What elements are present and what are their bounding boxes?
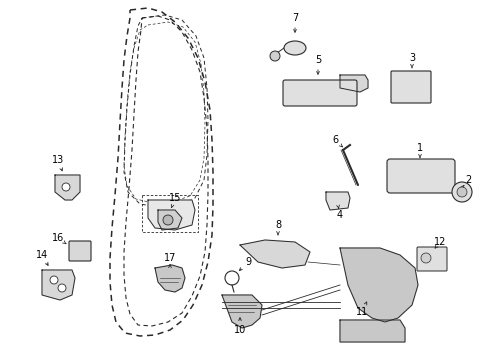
FancyBboxPatch shape [69,241,91,261]
Text: 12: 12 [433,237,445,247]
Circle shape [58,284,66,292]
Polygon shape [339,320,404,342]
Text: 8: 8 [274,220,281,230]
Polygon shape [222,295,262,328]
Text: 11: 11 [355,307,367,317]
Text: 10: 10 [233,325,245,335]
Polygon shape [42,270,75,300]
Text: 17: 17 [163,253,176,263]
Polygon shape [148,200,195,230]
Text: 7: 7 [291,13,298,23]
Text: 13: 13 [52,155,64,165]
Circle shape [62,183,70,191]
Ellipse shape [284,41,305,55]
Polygon shape [158,210,182,230]
Text: 5: 5 [314,55,321,65]
Polygon shape [339,248,417,322]
Text: 4: 4 [336,210,343,220]
FancyBboxPatch shape [283,80,356,106]
Text: 14: 14 [36,250,48,260]
Circle shape [420,253,430,263]
Polygon shape [339,75,367,92]
Text: 1: 1 [416,143,422,153]
Text: 16: 16 [52,233,64,243]
Circle shape [50,276,58,284]
Text: 15: 15 [168,193,181,203]
Polygon shape [155,265,184,292]
Circle shape [451,182,471,202]
Circle shape [269,51,280,61]
Polygon shape [325,192,349,210]
Text: 9: 9 [244,257,250,267]
Text: 6: 6 [331,135,337,145]
FancyBboxPatch shape [416,247,446,271]
FancyBboxPatch shape [390,71,430,103]
Text: 2: 2 [464,175,470,185]
FancyBboxPatch shape [386,159,454,193]
Polygon shape [55,175,80,200]
Circle shape [456,187,466,197]
Polygon shape [240,240,309,268]
Circle shape [163,215,173,225]
Text: 3: 3 [408,53,414,63]
